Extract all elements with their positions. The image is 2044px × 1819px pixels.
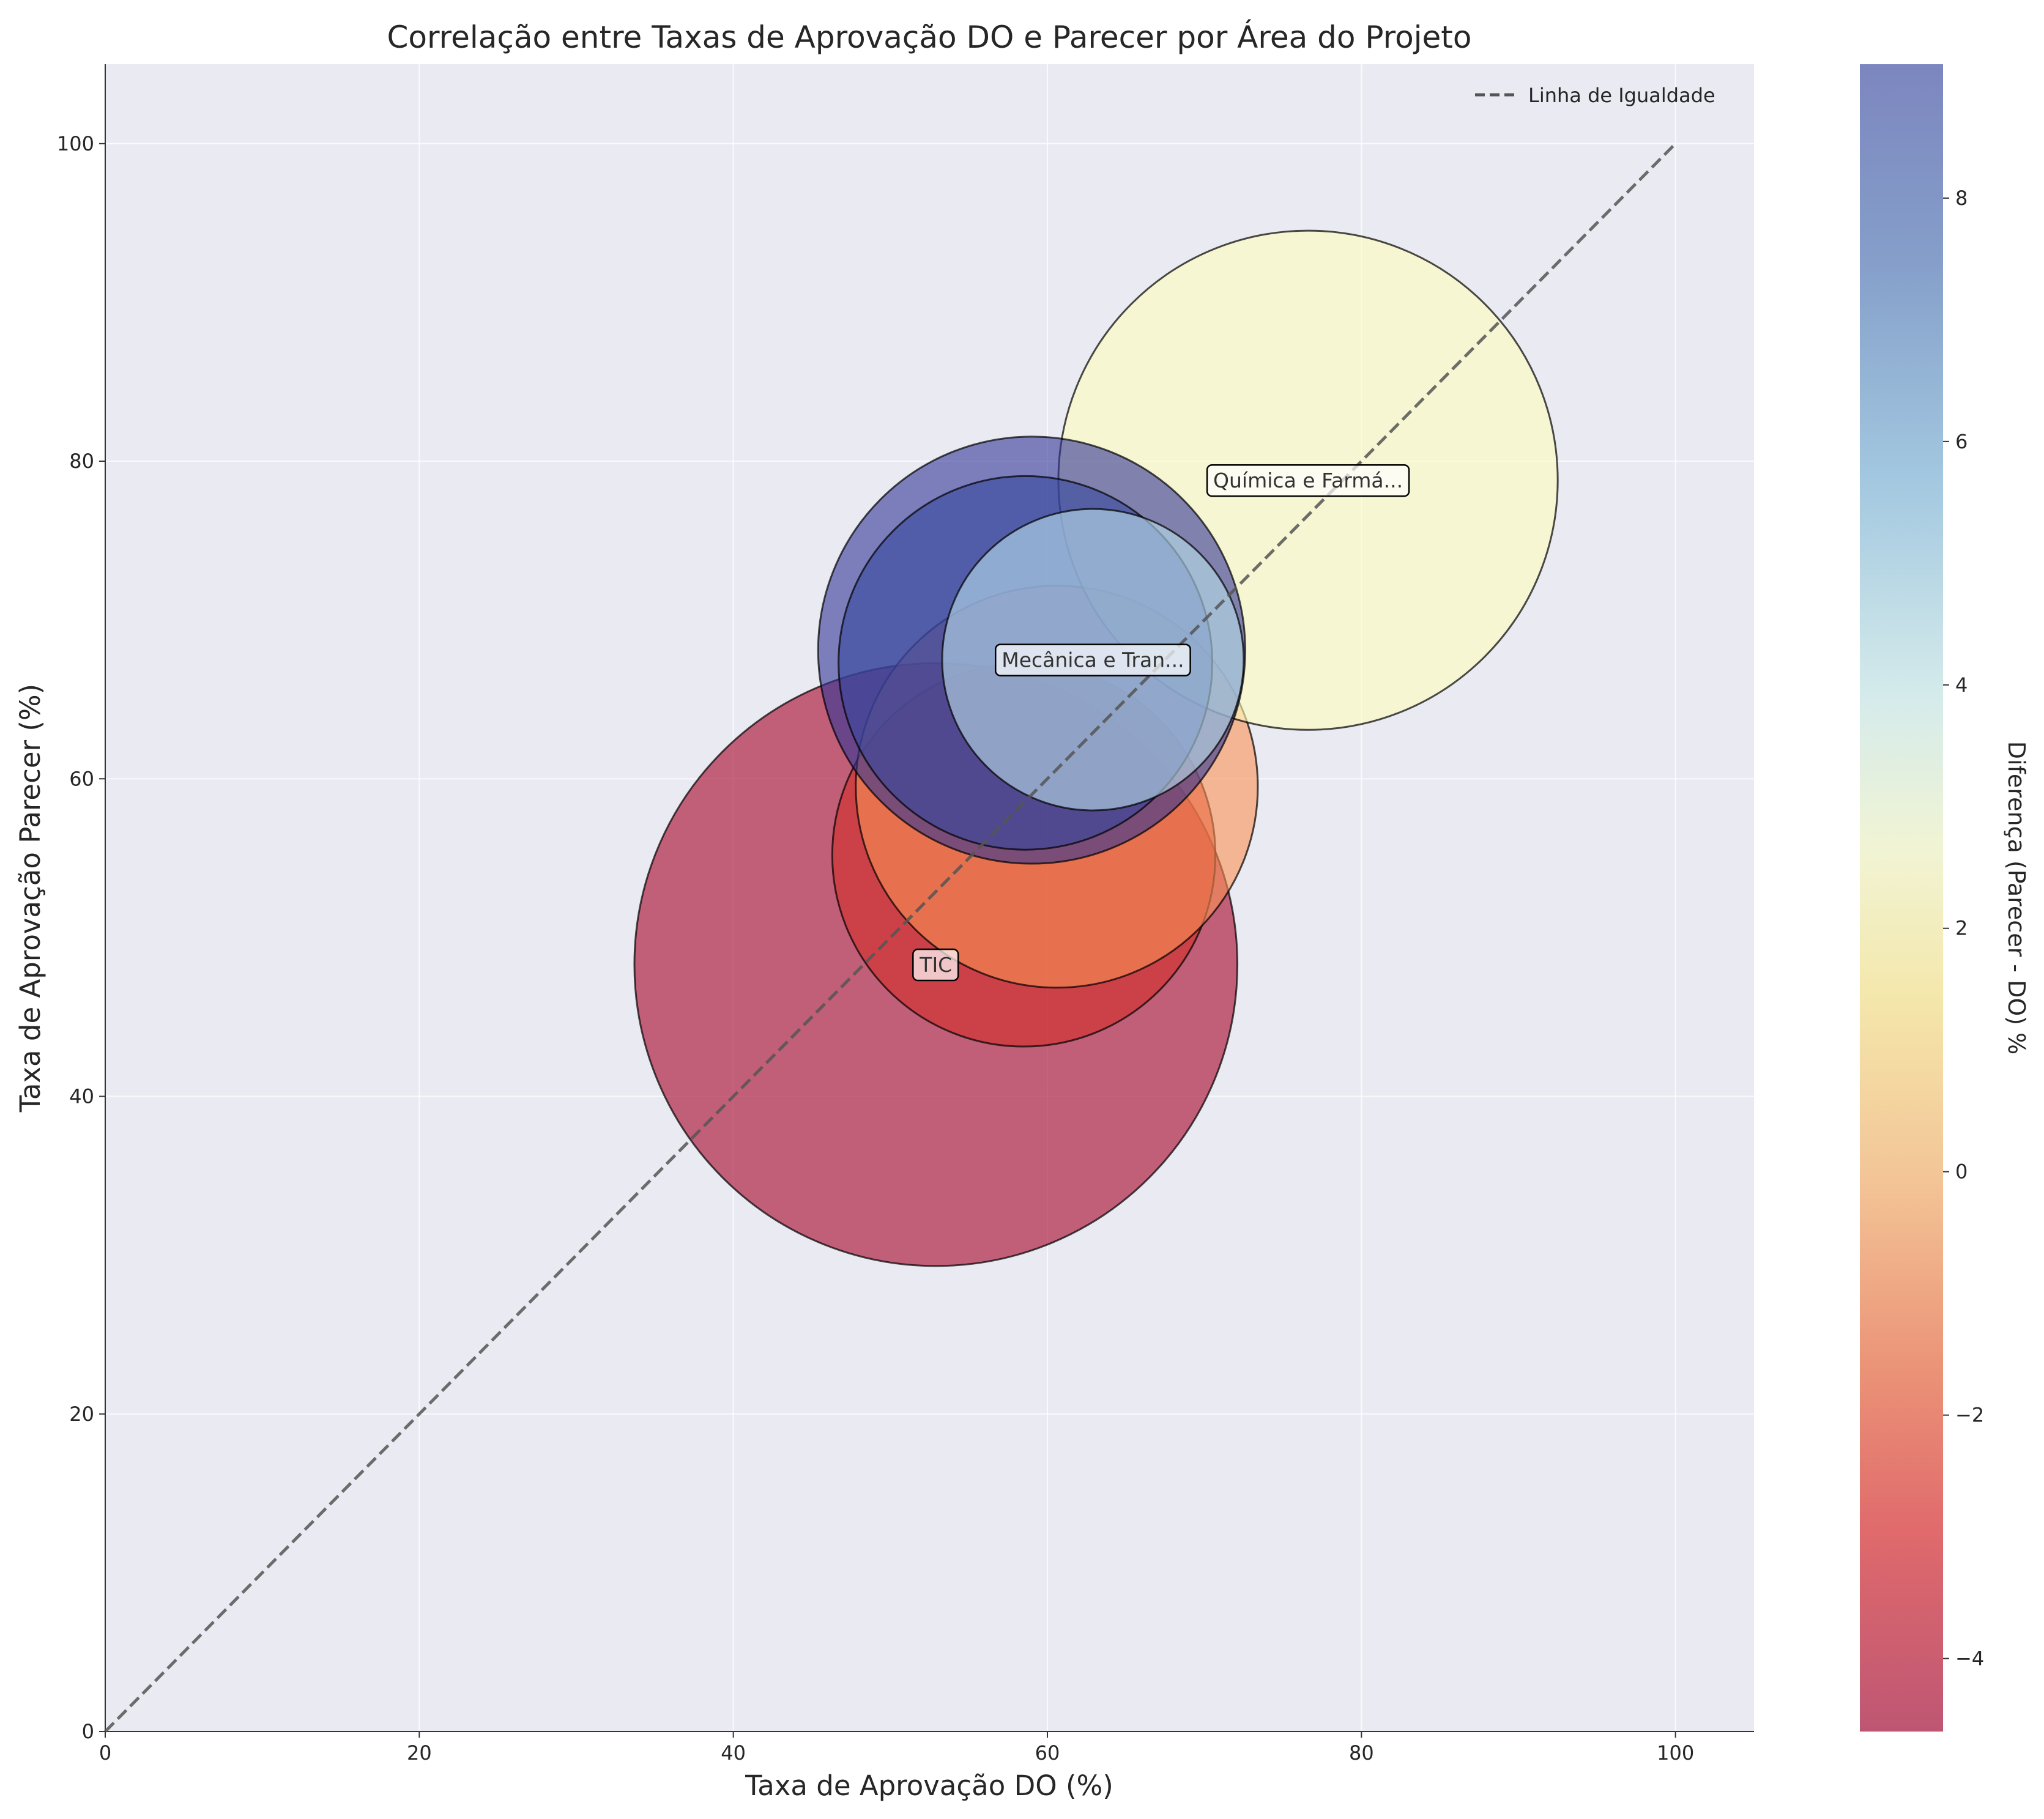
colorbar-tick-label: 6 — [1955, 430, 1968, 453]
legend: Linha de Igualdade — [1475, 84, 1715, 107]
point-label: Mecânica e Tran... — [995, 643, 1191, 676]
x-axis-label: Taxa de Aprovação DO (%) — [745, 1769, 1113, 1802]
point-label-box — [995, 643, 1191, 676]
y-tick-label: 80 — [69, 450, 94, 473]
x-tick-label: 100 — [1657, 1741, 1694, 1765]
colorbar-tick-label: 4 — [1955, 673, 1968, 697]
legend-label: Linha de Igualdade — [1528, 84, 1715, 107]
point-label-text: Mecânica e Tran... — [1002, 648, 1184, 672]
colorbar-tick-label: 8 — [1955, 187, 1968, 210]
colorbar-tick-label: −4 — [1955, 1647, 1984, 1670]
point-labels: TIC Química e Farmá... Mecânica e Tran... — [912, 464, 1410, 982]
x-tick-label: 0 — [99, 1741, 111, 1765]
point-label: Química e Farmá... — [1206, 464, 1410, 497]
y-tick-label: 100 — [57, 132, 94, 155]
colorbar — [1860, 64, 1943, 1732]
x-tick-label: 80 — [1349, 1741, 1374, 1765]
x-tick-label: 20 — [407, 1741, 432, 1765]
point-label-box — [1206, 464, 1410, 497]
y-ticks: 0 20 40 60 80 100 — [57, 132, 105, 1743]
y-tick-label: 20 — [69, 1402, 94, 1426]
y-tick-label: 40 — [69, 1085, 94, 1108]
x-tick-label: 40 — [721, 1741, 746, 1765]
x-ticks: 0 20 40 60 80 100 — [99, 1732, 1694, 1765]
point-label: TIC — [912, 948, 959, 982]
colorbar-label: Diferença (Parecer - DO) % — [2003, 741, 2030, 1055]
point-label-text: TIC — [919, 953, 952, 977]
x-tick-label: 60 — [1035, 1741, 1060, 1765]
y-tick-label: 60 — [69, 767, 94, 790]
colorbar-tick-label: 2 — [1955, 917, 1968, 940]
colorbar-ticks: −4 −2 0 2 4 6 8 — [1943, 187, 1984, 1670]
y-tick-label: 0 — [82, 1720, 94, 1743]
chart-title: Correlação entre Taxas de Aprovação DO e… — [387, 19, 1471, 55]
point-label-text: Química e Farmá... — [1213, 469, 1403, 492]
point-label-box — [912, 948, 959, 982]
colorbar-tick-label: 0 — [1955, 1160, 1968, 1184]
colorbar-tick-label: −2 — [1955, 1404, 1984, 1427]
y-axis-label: Taxa de Aprovação Parecer (%) — [14, 684, 46, 1113]
